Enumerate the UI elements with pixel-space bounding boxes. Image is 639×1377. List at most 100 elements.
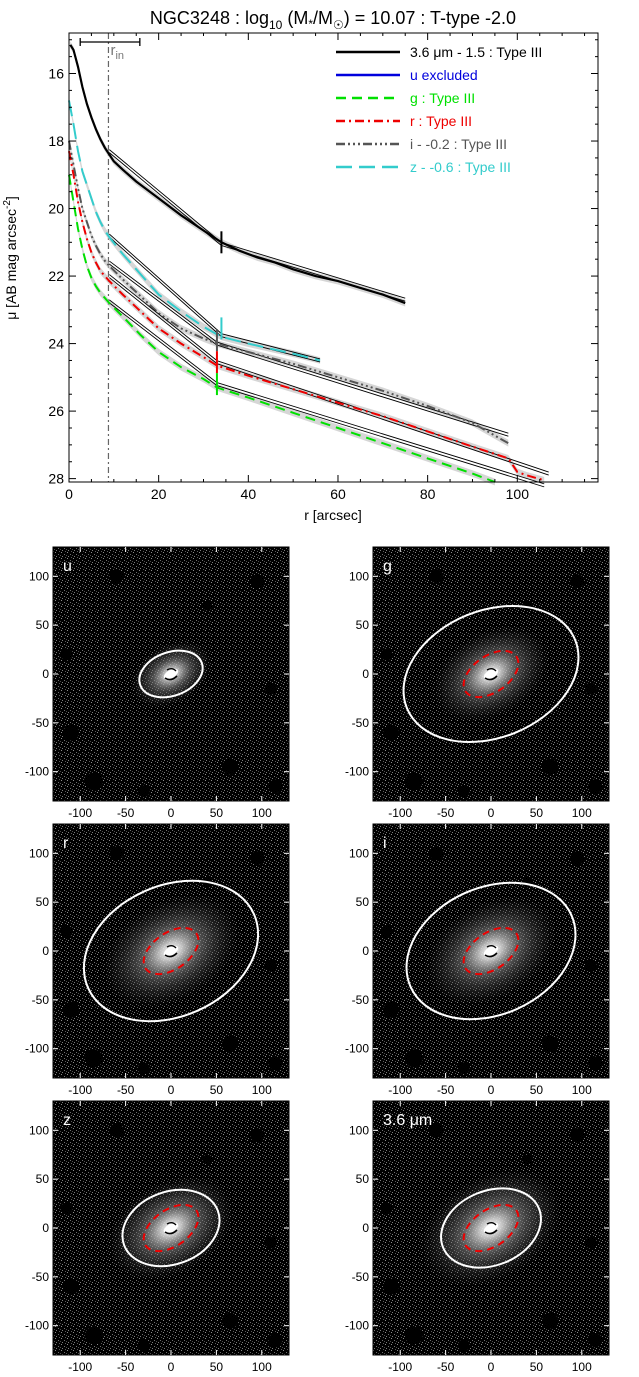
x-tick-label: -100 [68,1083,92,1097]
profile-fit-line [109,236,222,337]
masked-source [404,1326,423,1345]
x-tick-label: 100 [572,1083,592,1097]
y-tick-label: -50 [352,1270,370,1284]
profile-fit-line [216,385,545,488]
masked-source [264,1236,277,1249]
galaxy-core [483,668,499,680]
masked-source [588,1333,603,1348]
masked-source [457,785,470,798]
y-tick-label: 50 [36,895,50,909]
y-tick-label: 100 [29,846,49,860]
y-tick-label: 100 [349,846,369,860]
masked-source [588,779,603,794]
masked-source [137,1339,150,1352]
masked-source [109,846,124,861]
y-tick-label: 20 [48,201,64,217]
masked-source [383,1278,400,1295]
galaxy-dust-lane [486,945,497,949]
galaxy-dust-lane [166,945,177,949]
masked-source [457,1339,470,1352]
x-tick-label: 50 [530,1360,544,1374]
y-tick-label: 18 [48,133,64,149]
profile-fit-line [109,299,218,383]
y-tick-label: -50 [32,993,50,1007]
masked-source [222,758,238,775]
inner-break-ellipse [462,649,520,699]
x-tick-label: 50 [210,1360,224,1374]
masked-source [250,851,265,866]
galaxy-core [163,668,179,680]
masked-source [222,1035,238,1052]
legend-entry: r : Type III [410,113,472,129]
profile-fit-line [109,302,218,386]
profile-fit-line [221,333,321,360]
profile-uncertainty-band [69,171,495,486]
legend: 3.6 μm - 1.5 : Type III u excluded g : Typ… [336,44,542,175]
masked-source [63,1278,80,1295]
masked-source [570,574,585,589]
outer-ellipse [402,604,580,744]
x-tick-label: 50 [210,1083,224,1097]
band-image-panels: u -100 -100 -50 -50 0 0 50 50 100 100 g -100 -100 -50 -… [25,546,610,1374]
masked-source [584,1236,597,1249]
y-tick-label: 100 [29,569,49,583]
y-tick-label: -100 [345,1319,369,1333]
masked-source [268,779,283,794]
x-axis-label: r [arcsec] [304,507,362,523]
masked-source [137,785,150,798]
x-tick-label: 0 [65,486,73,502]
band-panel: g -100 -100 -50 -50 0 0 50 50 100 100 [345,546,610,820]
masked-source [63,1001,80,1018]
y-tick-label: 24 [48,336,64,352]
galaxy-core [483,945,499,957]
x-tick-label: 100 [252,1083,272,1097]
y-axis-label: μ [AB mag arcsec-2] [2,196,19,320]
masked-source [268,1056,283,1071]
legend-entry: g : Type III [410,90,475,106]
masked-source [60,925,73,938]
masked-source [380,648,393,661]
inner-break-ellipse [462,926,520,976]
y-tick-label: -50 [32,716,50,730]
profile-line [69,44,406,305]
y-tick-label: -100 [25,765,49,779]
x-tick-label: 100 [252,1360,272,1374]
masked-source [383,1001,400,1018]
masked-source [60,648,73,661]
galaxy-dust-lane [166,668,177,672]
profile-uncertainty-band [69,97,321,364]
masked-source [202,1154,213,1165]
y-tick-label: -50 [32,1270,50,1284]
masked-source [380,925,393,938]
x-tick-label: 0 [168,1083,175,1097]
legend-entry: 3.6 μm - 1.5 : Type III [410,44,542,60]
masked-source [570,851,585,866]
profile-uncertainty-band [69,147,545,484]
masked-source [202,600,213,611]
galaxy-dust-lane [486,1222,497,1226]
y-tick-label: 50 [356,618,370,632]
y-tick-label: 0 [42,667,49,681]
legend-entry: i - -0.2 : Type III [410,136,507,152]
x-tick-label: -50 [437,806,455,820]
masked-source [63,724,80,741]
inner-break-ellipse [142,1203,200,1253]
x-tick-label: 50 [530,806,544,820]
masked-source [109,569,124,584]
x-tick-label: 0 [488,1360,495,1374]
y-tick-label: 50 [356,895,370,909]
profile-fit-line [109,263,218,346]
band-panel: r -100 -100 -50 -50 0 0 50 50 100 100 [25,823,290,1097]
galaxy-dust-lane [164,1229,178,1235]
masked-source [84,772,103,791]
masked-source [429,846,444,861]
profile-fit-line [109,233,222,334]
profile-line [68,151,545,482]
profile-uncertainty-band [70,41,406,307]
masked-source [84,1326,103,1345]
y-tick-label: 50 [36,618,50,632]
x-tick-label: -100 [68,806,92,820]
legend-entry: u excluded [410,67,478,83]
masked-source [542,1312,558,1329]
masked-source [429,569,444,584]
